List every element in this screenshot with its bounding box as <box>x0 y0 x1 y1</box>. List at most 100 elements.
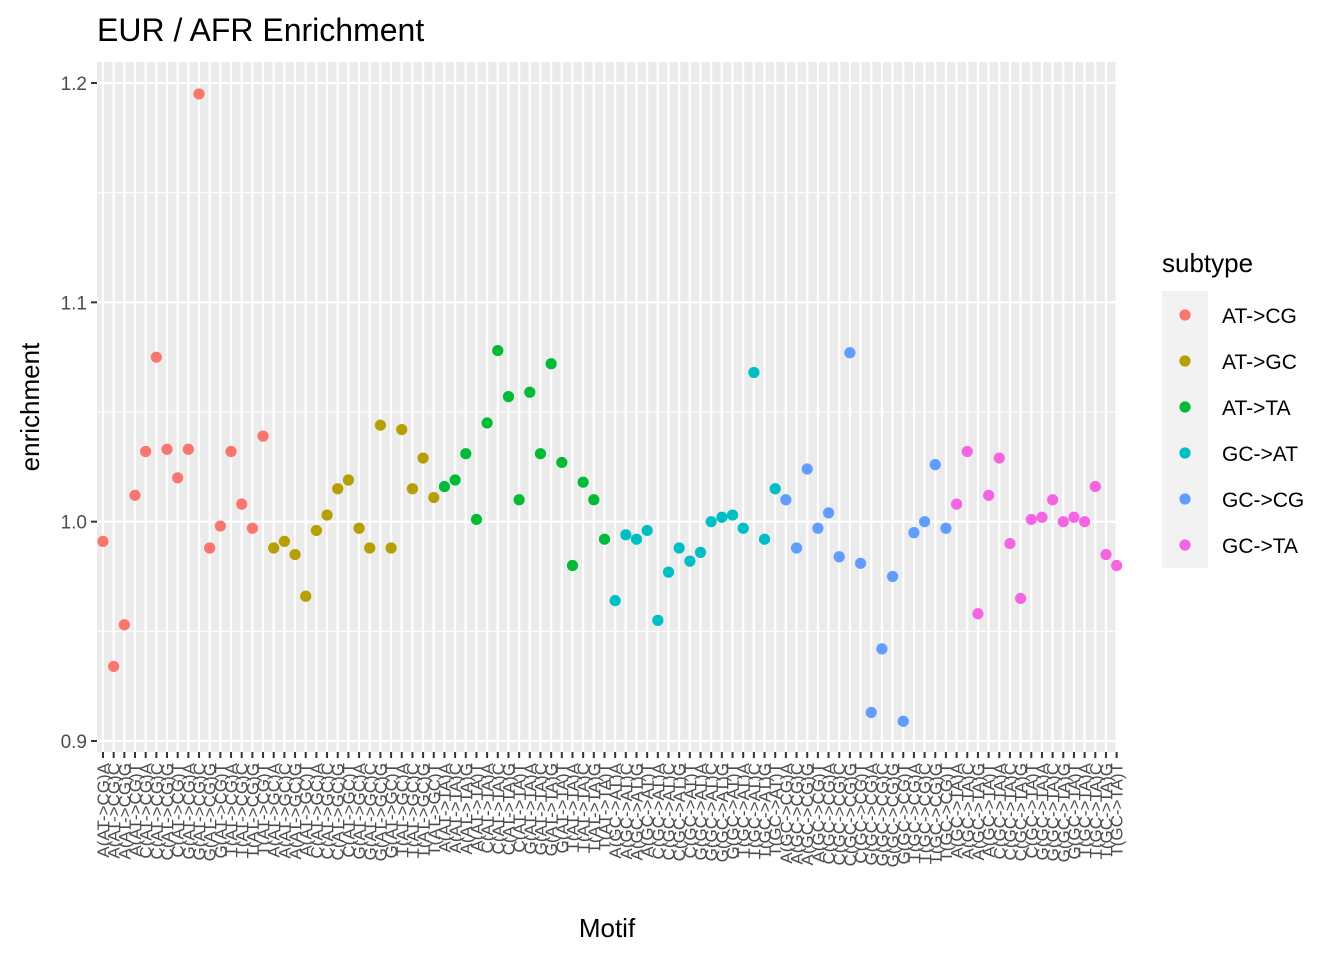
x-tick-label: G(GC->CG)A <box>862 762 881 865</box>
x-tick-label: A(AT->CG)A <box>94 762 113 857</box>
x-tick-label: G(AT->TA)G <box>542 763 561 856</box>
x-tick-label: A(GC->CG)C <box>788 763 807 865</box>
data-point <box>97 535 109 548</box>
data-point <box>897 715 909 727</box>
x-tick-label: C(AT->GC)T <box>339 763 358 858</box>
x-tick-label: C(GC->CG)G <box>841 763 860 866</box>
x-tick-label: C(AT->GC)A <box>307 762 326 858</box>
x-tick-label: A(GC->AT)C <box>617 763 636 860</box>
data-point <box>918 516 931 528</box>
data-point <box>961 445 973 458</box>
data-point <box>214 520 226 532</box>
data-point <box>364 542 376 554</box>
data-point <box>908 527 920 539</box>
data-point <box>524 386 536 398</box>
data-point <box>332 483 344 495</box>
data-point <box>385 542 397 554</box>
data-point <box>641 524 653 537</box>
x-tick-label: C(AT->TA)T <box>510 763 529 853</box>
data-point <box>588 494 600 506</box>
data-point <box>1057 516 1069 528</box>
x-tick-label: G(GC->TA)A <box>1033 762 1052 860</box>
x-tick-label: C(GC->AT)A <box>649 762 668 859</box>
x-tick-label: A(AT->CG)C <box>105 763 124 859</box>
y-tick-label: 0.9 <box>61 732 87 753</box>
data-point <box>566 559 579 572</box>
data-point <box>972 608 984 620</box>
legend-key <box>1179 447 1191 459</box>
data-point <box>438 480 451 493</box>
plot-panel <box>97 62 1118 752</box>
legend-label: AT->CG <box>1222 305 1297 328</box>
data-point <box>406 483 419 495</box>
data-point <box>822 507 835 519</box>
data-point <box>1111 559 1123 572</box>
x-tick-label: C(GC->AT)G <box>670 763 689 861</box>
data-point <box>705 516 717 528</box>
data-point <box>342 474 355 486</box>
data-point <box>193 88 205 100</box>
data-point <box>609 595 621 607</box>
x-tick-label: C(AT->CG)C <box>147 763 166 860</box>
x-tick-label: A(GC->TA)T <box>980 763 999 858</box>
legend-key <box>1179 355 1191 367</box>
data-point <box>716 511 728 523</box>
x-tick-label: A(GC->CG)A <box>777 762 796 863</box>
data-point <box>481 417 493 429</box>
x-tick-label: T(GC->TA)T <box>1108 763 1127 857</box>
x-tick-label: C(AT->GC)G <box>329 763 348 860</box>
legend-title: subtype <box>1162 248 1253 278</box>
x-tick-label: C(AT->TA)A <box>478 762 497 853</box>
data-point <box>726 509 739 521</box>
x-tick-label: C(AT->TA)G <box>499 763 518 855</box>
x-tick-label: T(GC->AT)C <box>745 763 764 859</box>
x-axis: A(AT->CG)AA(AT->CG)CA(AT->CG)GA(AT->CG)T… <box>94 752 1127 867</box>
data-point <box>396 423 408 436</box>
data-point <box>983 489 995 501</box>
data-point <box>801 463 813 475</box>
x-tick-label: G(GC->AT)C <box>702 763 721 861</box>
data-point <box>257 430 269 442</box>
x-tick-label: G(AT->CG)C <box>190 763 209 860</box>
x-tick-label: A(AT->CG)T <box>126 763 145 857</box>
data-point <box>694 546 707 558</box>
x-tick-label: A(GC->AT)T <box>638 763 657 858</box>
x-tick-label: C(AT->TA)C <box>489 763 508 854</box>
data-point <box>865 706 877 719</box>
x-tick-label: C(AT->CG)G <box>158 763 177 860</box>
data-point <box>1025 513 1037 526</box>
legend: subtype AT->CG AT->GC AT->TA GC->AT GC->CG GC… <box>1162 248 1304 568</box>
x-tick-label: T(AT->CG)C <box>233 763 252 858</box>
data-point <box>769 483 781 495</box>
x-tick-label: A(AT->GC)T <box>297 763 316 857</box>
x-tick-label: T(GC->CG)T <box>937 763 956 862</box>
data-point <box>353 522 365 534</box>
x-tick-label: A(GC->AT)G <box>628 763 647 860</box>
x-tick-label: C(GC->TA)C <box>1001 763 1020 860</box>
data-point <box>737 522 749 534</box>
x-tick-label: G(AT->GC)G <box>371 763 390 861</box>
x-tick-label: T(GC->AT)G <box>756 763 775 859</box>
x-tick-label: C(GC->CG)C <box>830 763 849 865</box>
data-point <box>758 533 771 545</box>
data-point <box>268 542 280 554</box>
data-point <box>118 619 130 631</box>
x-tick-label: T(GC->CG)C <box>916 763 935 864</box>
data-point <box>246 522 258 534</box>
x-tick-label: G(AT->CG)G <box>201 763 220 861</box>
data-point <box>161 443 173 455</box>
x-tick-label: T(AT->GC)T <box>425 763 444 856</box>
data-point <box>876 643 888 655</box>
legend-label: GC->CG <box>1222 489 1304 512</box>
data-point <box>534 448 547 460</box>
x-tick-label: T(AT->TA)T <box>595 763 614 851</box>
x-tick-label: G(AT->TA)T <box>553 763 572 854</box>
x-tick-label: C(AT->CG)A <box>137 762 156 858</box>
data-point <box>1068 511 1080 523</box>
legend-label: AT->GC <box>1222 351 1297 374</box>
x-tick-label: A(AT->CG)G <box>115 763 134 860</box>
x-axis-title: Motif <box>579 913 636 943</box>
data-point <box>854 557 867 569</box>
legend-key <box>1179 539 1191 551</box>
x-tick-label: G(AT->GC)C <box>361 763 380 860</box>
